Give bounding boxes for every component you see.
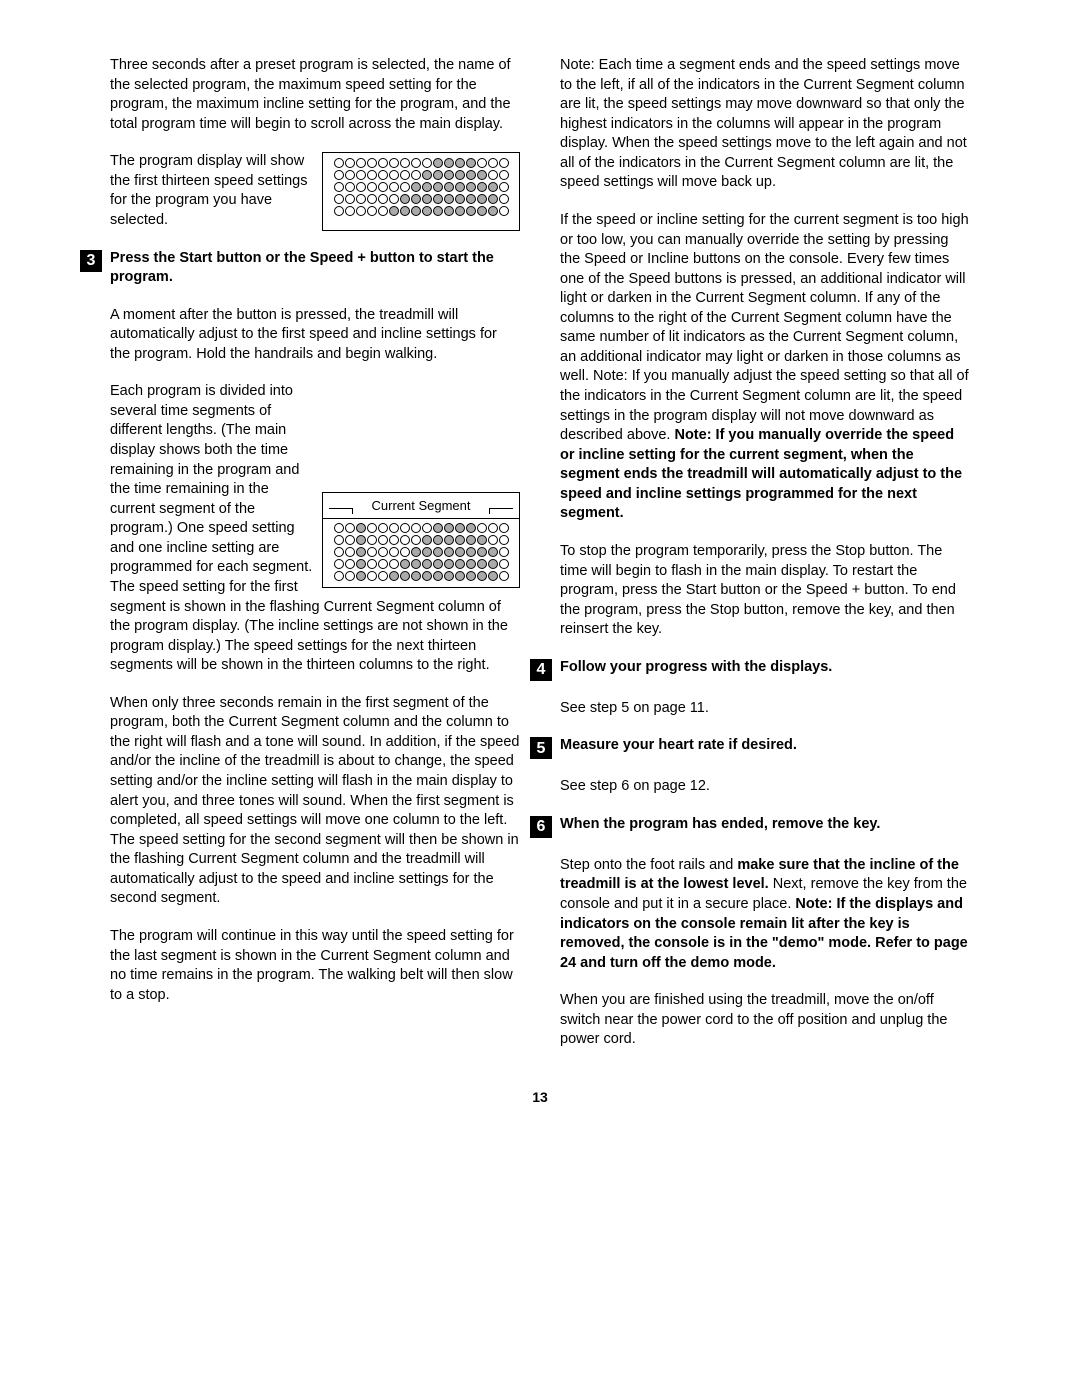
paragraph: When only three seconds remain in the fi… (110, 694, 520, 909)
step-number-badge: 6 (530, 816, 552, 838)
step-number-badge: 4 (530, 659, 552, 681)
paragraph: Note: Each time a segment ends and the s… (560, 56, 970, 193)
paragraph: Step onto the foot rails and make sure t… (560, 856, 970, 973)
left-column: Three seconds after a preset program is … (110, 56, 520, 1068)
step-title: When the program has ended, remove the k… (560, 815, 970, 835)
right-column: Note: Each time a segment ends and the s… (560, 56, 970, 1068)
page-number: 13 (110, 1088, 970, 1107)
program-display-figure-1 (322, 152, 520, 231)
paragraph: When you are finished using the treadmil… (560, 991, 970, 1050)
paragraph: To stop the program temporarily, press t… (560, 542, 970, 640)
paragraph: If the speed or incline setting for the … (560, 211, 970, 524)
step-number-badge: 5 (530, 737, 552, 759)
step-5-header: 5 Measure your heart rate if desired. (560, 736, 970, 759)
segment-label-text: Current Segment (372, 497, 471, 515)
step-4-header: 4 Follow your progress with the displays… (560, 658, 970, 681)
step-number-badge: 3 (80, 250, 102, 272)
program-display-figure-2: Current Segment (322, 492, 520, 588)
step-title: Measure your heart rate if desired. (560, 736, 970, 756)
paragraph: A moment after the button is pressed, th… (110, 306, 520, 365)
paragraph: Three seconds after a preset program is … (110, 56, 520, 134)
paragraph: See step 5 on page 11. (560, 699, 970, 719)
display-paragraph-wrap: The program display will show the first … (110, 152, 520, 248)
paragraph: The program will continue in this way un… (110, 927, 520, 1005)
step-6-header: 6 When the program has ended, remove the… (560, 815, 970, 838)
step-title: Press the Start button or the Speed + bu… (110, 249, 520, 288)
segment-display-wrap: Current Segment Each program is divided … (110, 382, 520, 693)
paragraph: See step 6 on page 12. (560, 777, 970, 797)
step-3-header: 3 Press the Start button or the Speed + … (110, 249, 520, 288)
two-column-layout: Three seconds after a preset program is … (110, 56, 970, 1068)
current-segment-label: Current Segment (323, 497, 519, 519)
step-title: Follow your progress with the displays. (560, 658, 970, 678)
